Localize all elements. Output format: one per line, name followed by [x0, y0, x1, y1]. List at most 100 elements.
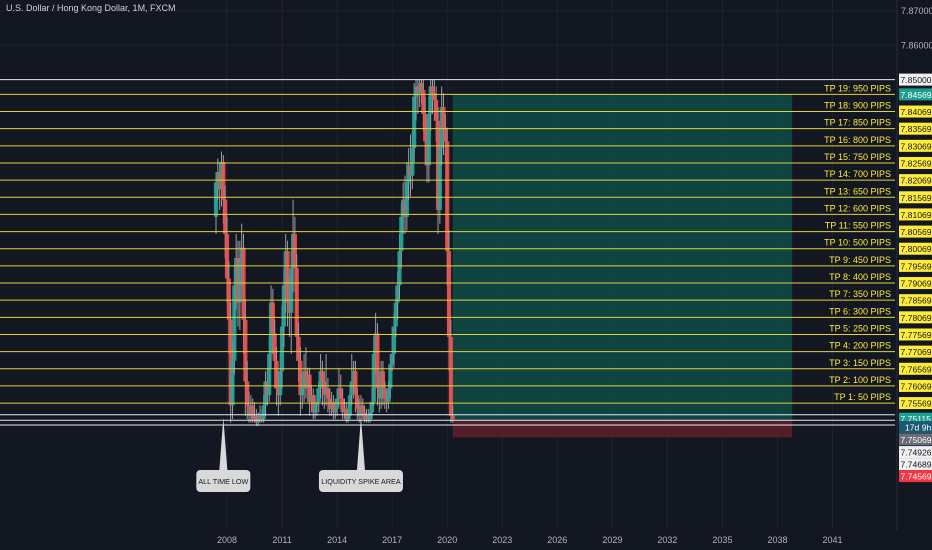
- tp-label: TP 13: 650 PIPS: [824, 186, 891, 196]
- candle-body: [423, 113, 428, 142]
- candle-body: [347, 395, 353, 416]
- tp-price-tag: 7.76569: [901, 364, 932, 374]
- level-tag: 7.74926: [901, 448, 932, 458]
- candle-body: [285, 251, 290, 303]
- candle-body: [412, 96, 417, 149]
- x-tick-label: 2038: [767, 535, 787, 545]
- candle-body: [390, 354, 395, 365]
- resistance-price-tag-bg: [899, 73, 932, 86]
- candle-body: [432, 93, 437, 101]
- tp-price-tag-bg: [899, 139, 932, 152]
- entry-price-tag-bg: [899, 433, 932, 446]
- level-tag: 7.74689: [901, 460, 932, 470]
- stop-loss-zone: [452, 420, 793, 438]
- candle-body: [399, 216, 404, 252]
- candle-body: [237, 261, 242, 303]
- candle-body: [261, 405, 266, 420]
- candle-body: [450, 415, 455, 420]
- x-tick-label: 2020: [437, 535, 457, 545]
- candle-body: [445, 141, 450, 252]
- candle-body: [320, 371, 325, 382]
- candle-body: [441, 107, 446, 128]
- current-price-tag: 7.75115: [901, 414, 932, 424]
- candle-body: [388, 364, 393, 389]
- tp-label: TP 15: 750 PIPS: [824, 152, 891, 162]
- candle-body: [267, 354, 272, 396]
- tp-price-tag: 7.81069: [901, 210, 932, 220]
- candle-body: [393, 302, 398, 327]
- tp-price-tag: 7.84069: [901, 107, 932, 117]
- candle-body: [395, 285, 400, 303]
- tp-price-tag-bg: [899, 242, 932, 255]
- candle-body: [241, 247, 246, 320]
- tp-price-tag: 7.83069: [901, 141, 932, 151]
- tp-label: TP 14: 700 PIPS: [824, 169, 891, 179]
- countdown-tag: 17d 9h: [905, 423, 932, 433]
- candle-body: [289, 268, 294, 313]
- tp-price-tag-bg: [899, 191, 932, 204]
- candle-body: [446, 251, 452, 337]
- candle-body: [314, 402, 320, 406]
- tp-label: TP 16: 800 PIPS: [824, 135, 891, 145]
- candle-body: [250, 405, 255, 420]
- candle-body: [428, 86, 433, 114]
- candle-body: [232, 285, 237, 361]
- tp-price-tag: 7.80069: [901, 244, 932, 254]
- tp-label: TP 18: 900 PIPS: [824, 101, 891, 111]
- candle-body: [298, 360, 303, 396]
- tp-price-tag-bg: [899, 294, 932, 307]
- annotation-box: [318, 470, 403, 492]
- candle-body: [353, 371, 358, 396]
- stop-price-tag-bg: [899, 470, 932, 483]
- x-tick-label: 2029: [602, 535, 622, 545]
- tp-label: TP 2: 100 PIPS: [829, 375, 891, 385]
- tp-price-tag: 7.84569: [901, 90, 932, 100]
- tp-price-tag-bg: [899, 277, 932, 290]
- candle-body: [368, 412, 373, 420]
- candle-body: [311, 395, 316, 413]
- candle-body: [371, 354, 376, 403]
- tp-price-tag: 7.80569: [901, 227, 932, 237]
- annotation-label: ALL TIME LOW: [198, 477, 248, 486]
- candle-body: [369, 402, 375, 413]
- countdown-tag-bg: [899, 421, 932, 434]
- tp-price-tag: 7.83569: [901, 124, 932, 134]
- candle-body: [375, 333, 380, 389]
- tp-price-tag-bg: [899, 156, 932, 169]
- candle-body: [335, 398, 340, 409]
- candle-body: [404, 182, 409, 217]
- tp-price-tag: 7.82069: [901, 176, 932, 186]
- candle-body: [230, 360, 235, 406]
- x-tick-label: 2026: [547, 535, 567, 545]
- entry-price-tag: 7.75069: [901, 435, 932, 445]
- tp-price-tag-bg: [899, 208, 932, 221]
- annotation-box: [196, 470, 251, 492]
- tp-price-tag: 7.82569: [901, 158, 932, 168]
- x-tick-label: 2011: [272, 535, 291, 545]
- tp-price-tag-bg: [899, 259, 932, 272]
- candle-body: [391, 326, 397, 354]
- candle-body: [419, 83, 424, 90]
- candle-body: [448, 336, 453, 416]
- candle-body: [279, 326, 285, 372]
- tp-price-tag: 7.79069: [901, 279, 932, 289]
- candle-body: [331, 402, 336, 413]
- candle-body: [243, 319, 248, 382]
- tp-price-tag-bg: [899, 122, 932, 135]
- x-tick-label: 2014: [327, 535, 347, 545]
- tp-price-tag: 7.78569: [901, 296, 932, 306]
- tp-label: TP 17: 850 PIPS: [824, 118, 891, 128]
- candle-body: [380, 371, 386, 389]
- candle-body: [386, 388, 391, 403]
- annotation-label: LIQUIDITY SPIKE AREA: [321, 477, 401, 486]
- candle-body: [397, 251, 402, 286]
- candle-body: [421, 89, 426, 114]
- candle-body: [223, 199, 228, 234]
- annotation-pointer: [219, 417, 228, 470]
- candle-body: [307, 374, 312, 403]
- tp-price-tag: 7.76069: [901, 381, 932, 391]
- candle-body: [443, 127, 448, 142]
- stop-price-tag: 7.74569: [901, 472, 932, 482]
- tp-label: TP 3: 150 PIPS: [829, 358, 891, 368]
